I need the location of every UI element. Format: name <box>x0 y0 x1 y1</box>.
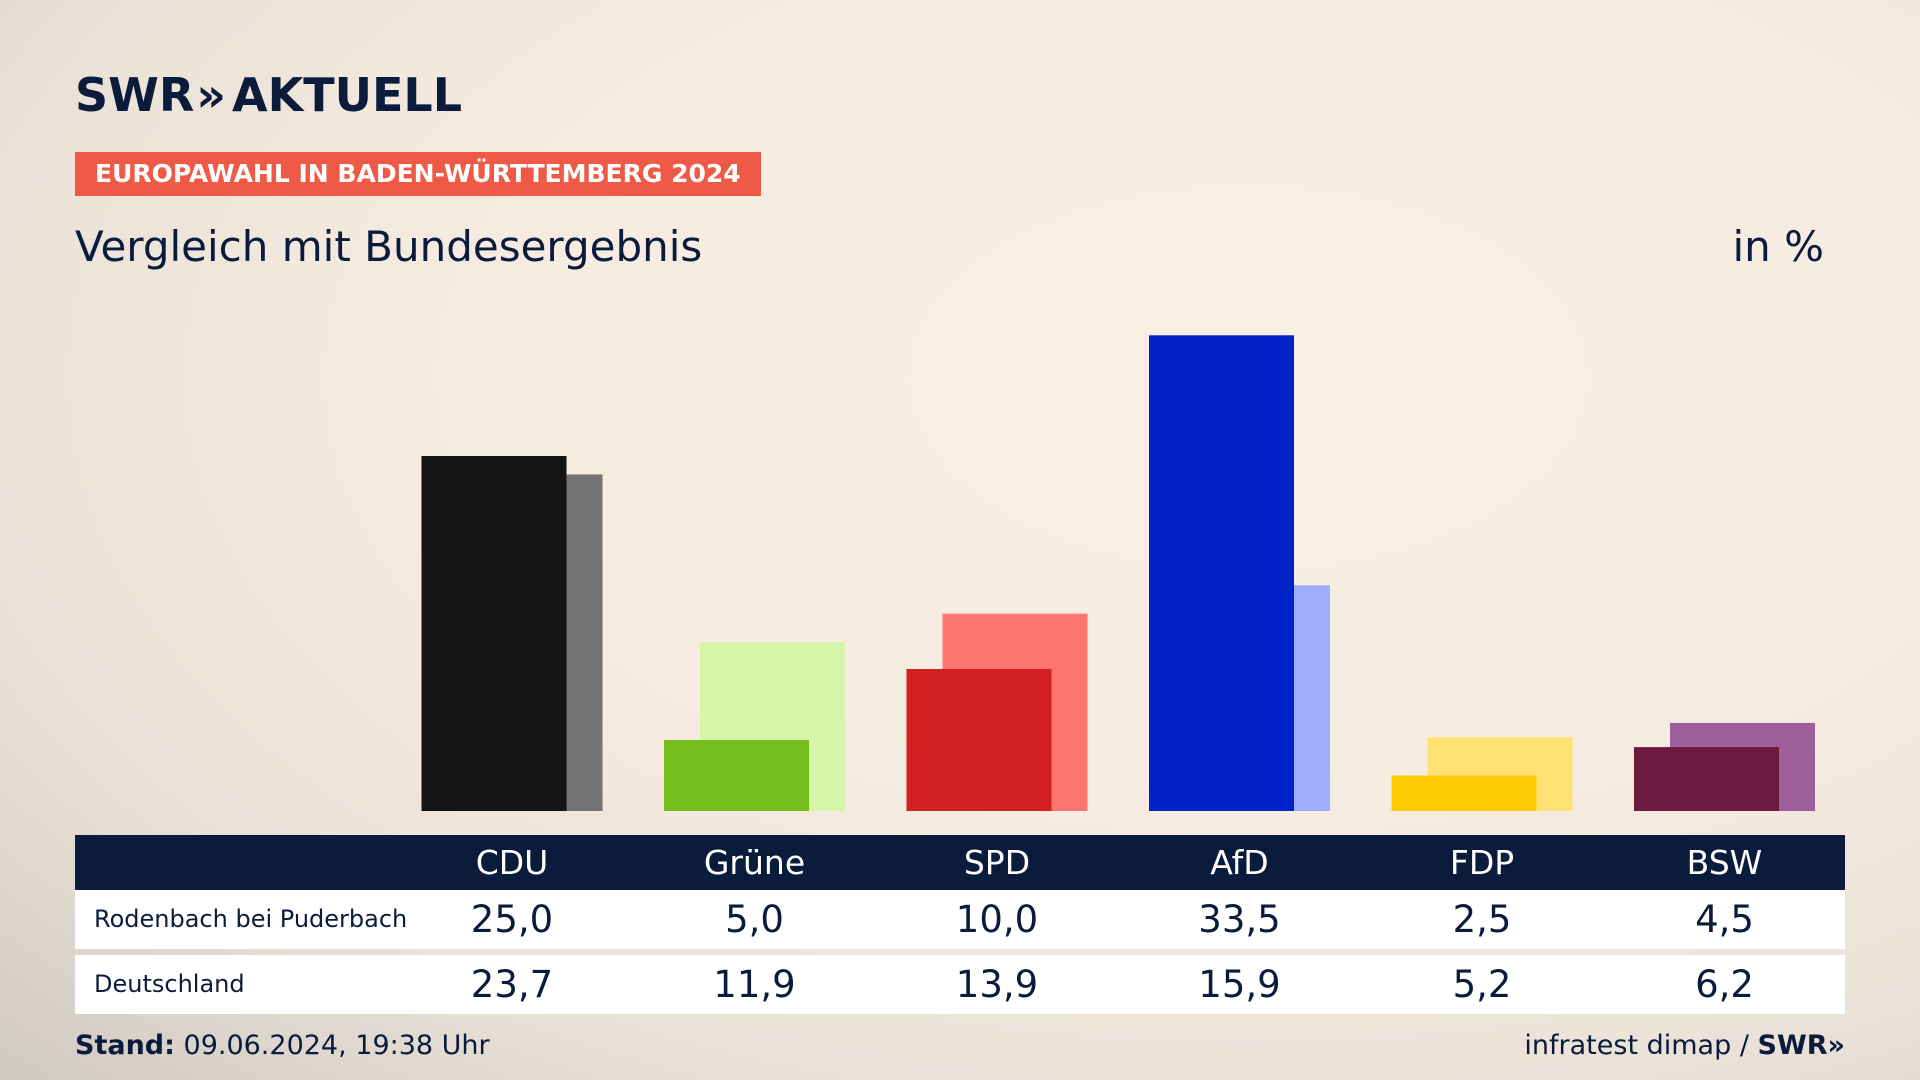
election-tag: EUROPAWAHL IN BADEN-WÜRTTEMBERG 2024 <box>75 152 761 196</box>
stand-value: 09.06.2024, 19:38 Uhr <box>183 1030 490 1061</box>
timestamp: Stand: 09.06.2024, 19:38 Uhr <box>75 1030 490 1061</box>
logo-chevron-icon: » <box>196 68 227 122</box>
table-row: Rodenbach bei Puderbach 25,0 5,0 10,0 33,5 2… <box>75 890 1845 949</box>
bar-rodenbach-fdp <box>1391 775 1537 811</box>
results-table: CDU Grüne SPD AfD FDP BSW Rodenbach bei Puder… <box>75 835 1845 1014</box>
value-cell: 23,7 <box>470 963 554 1006</box>
value-cell: 4,5 <box>1695 898 1754 941</box>
row-label: Deutschland <box>94 970 245 998</box>
stand-label: Stand: <box>75 1030 175 1061</box>
bar-rodenbach-bsw <box>1634 747 1779 811</box>
source-credit: infratest dimap / SWR» <box>1524 1030 1845 1061</box>
bar-rodenbach-cdu <box>421 456 567 811</box>
table-row: Deutschland 23,7 11,9 13,9 15,9 5,2 6,2 <box>75 955 1845 1014</box>
value-cell: 13,9 <box>955 963 1039 1006</box>
column-header-grüne: Grüne <box>703 843 806 882</box>
value-cell: 15,9 <box>1198 963 1281 1006</box>
row-label: Rodenbach bei Puderbach <box>94 905 408 933</box>
value-cell: 5,2 <box>1452 963 1512 1006</box>
value-cell: 10,0 <box>955 898 1039 941</box>
column-header-fdp: FDP <box>1449 843 1515 882</box>
value-cell: 11,9 <box>713 963 796 1006</box>
unit-label: in % <box>1732 222 1824 271</box>
logo-suffix: AKTUELL <box>232 68 463 122</box>
logo-text: SWR <box>75 68 195 122</box>
bar-chart <box>421 335 1815 811</box>
value-cell: 33,5 <box>1198 898 1281 941</box>
chart-subtitle: Vergleich mit Bundesergebnis <box>75 222 703 271</box>
bar-rodenbach-afd <box>1149 335 1294 811</box>
value-cell: 5,0 <box>725 898 784 941</box>
source-brand: SWR» <box>1757 1030 1845 1061</box>
column-header-cdu: CDU <box>475 843 549 882</box>
value-cell: 25,0 <box>470 898 554 941</box>
source-text: infratest dimap / <box>1524 1030 1749 1061</box>
column-header-afd: AfD <box>1210 843 1269 882</box>
column-header-spd: SPD <box>963 843 1031 882</box>
bar-rodenbach-grüne <box>664 740 809 811</box>
column-header-bsw: BSW <box>1686 843 1763 882</box>
value-cell: 2,5 <box>1452 898 1512 941</box>
value-cell: 6,2 <box>1695 963 1754 1006</box>
swr-aktuell-logo: SWR» AKTUELL <box>75 68 462 122</box>
bar-rodenbach-spd <box>906 669 1052 811</box>
table-header: CDU Grüne SPD AfD FDP BSW <box>75 835 1845 890</box>
